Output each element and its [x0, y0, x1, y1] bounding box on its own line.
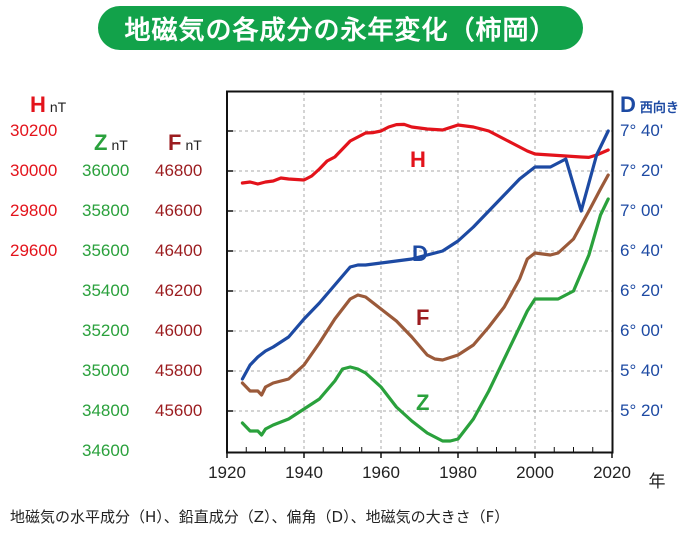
- x-tick-label: 2020: [593, 463, 631, 482]
- z-tick: 34800: [82, 401, 130, 420]
- d-tick: 6° 20': [620, 281, 664, 300]
- h-tick: 29600: [10, 241, 58, 260]
- d-tick: 7° 20': [620, 161, 664, 180]
- x-tick-label: 1920: [208, 463, 246, 482]
- d-tick: 7° 00': [620, 201, 664, 220]
- z-tick: 36000: [82, 161, 130, 180]
- z-tick: 35600: [82, 241, 130, 260]
- z-axis-unit: nT: [111, 137, 128, 153]
- h-tick: 30200: [10, 121, 58, 140]
- h-axis-unit: nT: [49, 99, 67, 115]
- y-ticks: [227, 130, 233, 412]
- d-tick: 7° 40': [620, 121, 664, 140]
- z-tick: 35200: [82, 321, 130, 340]
- series-label-f: F: [416, 305, 430, 330]
- d-axis-letter: D: [620, 92, 636, 117]
- d-tick: 6° 00': [620, 321, 664, 340]
- f-tick: 46000: [155, 321, 203, 340]
- x-ticks: [226, 452, 613, 458]
- f-tick: 46600: [155, 201, 203, 220]
- f-axis-unit: nT: [185, 137, 202, 153]
- plot-frame: [226, 90, 614, 454]
- f-axis-letter: F: [168, 130, 182, 155]
- z-tick: 35400: [82, 281, 130, 300]
- caption: 地磁気の水平成分（H）、鉛直成分（Z）、偏角（D）、地磁気の大きさ（F）: [10, 508, 510, 526]
- series-label-h: H: [410, 147, 426, 172]
- h-tick: 30000: [10, 161, 58, 180]
- z-tick: 35000: [82, 361, 130, 380]
- d-tick: 6° 40': [620, 241, 664, 260]
- h-axis-letter: H: [30, 92, 46, 117]
- gridlines: [227, 92, 612, 452]
- x-tick-label: 1960: [362, 463, 400, 482]
- x-tick-label: 2000: [516, 463, 554, 482]
- x-tick-label: 1940: [285, 463, 323, 482]
- h-line: [240, 122, 610, 186]
- h-tick: 29800: [10, 201, 58, 220]
- z-axis-letter: Z: [94, 130, 108, 155]
- d-axis-header: D 西向き: [620, 92, 679, 118]
- d-tick: 5° 40': [620, 361, 664, 380]
- z-tick: 35800: [82, 201, 130, 220]
- f-tick: 46800: [155, 161, 203, 180]
- f-tick: 45600: [155, 401, 203, 420]
- f-tick: 46400: [155, 241, 203, 260]
- z-line: [240, 197, 610, 443]
- z-tick: 34600: [82, 441, 130, 460]
- f-tick: 45800: [155, 361, 203, 380]
- d-line: [240, 129, 610, 381]
- chart-title: 地磁気の各成分の永年変化（柿岡）: [98, 6, 583, 50]
- x-axis-unit: 年: [648, 472, 666, 492]
- d-tick: 5° 20': [620, 401, 664, 420]
- f-tick: 46200: [155, 281, 203, 300]
- x-minor-ticks: [245, 447, 594, 452]
- series-label-z: Z: [416, 390, 430, 415]
- f-line: [240, 173, 610, 397]
- x-tick-label: 1980: [439, 463, 477, 482]
- series-label-d: D: [412, 241, 428, 266]
- d-axis-unit: 西向き: [639, 100, 679, 115]
